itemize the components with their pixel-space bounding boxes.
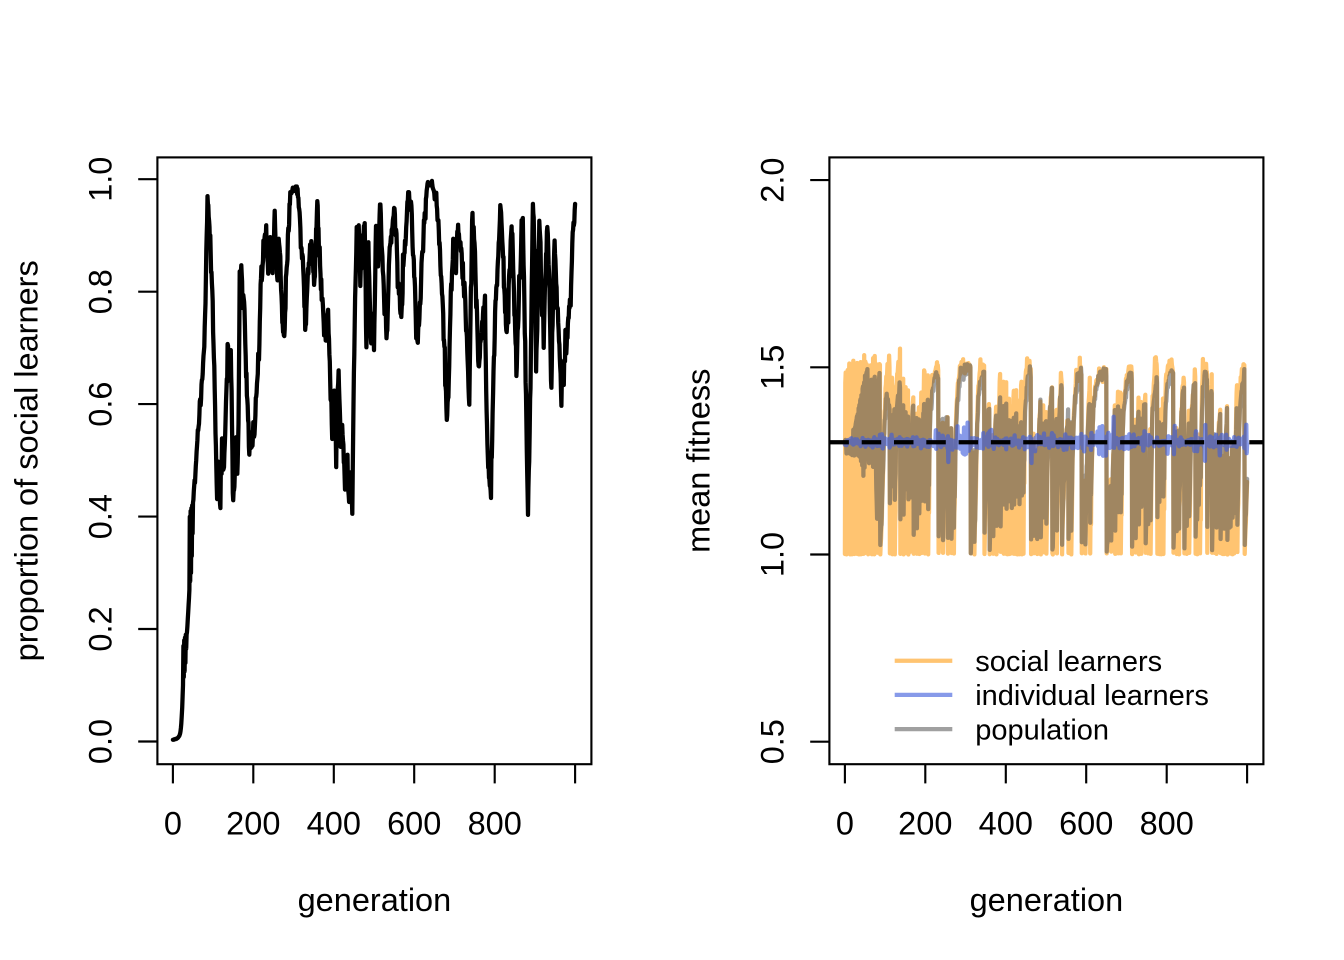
svg-text:600: 600 xyxy=(1059,806,1113,842)
svg-text:0: 0 xyxy=(836,806,854,842)
svg-text:800: 800 xyxy=(468,806,522,842)
svg-text:400: 400 xyxy=(979,806,1033,842)
svg-text:social learners: social learners xyxy=(975,646,1162,678)
svg-text:0: 0 xyxy=(164,806,182,842)
svg-text:1.5: 1.5 xyxy=(755,345,791,390)
svg-text:0.8: 0.8 xyxy=(83,269,119,314)
svg-text:0.2: 0.2 xyxy=(83,606,119,651)
svg-text:2.0: 2.0 xyxy=(755,158,791,203)
svg-text:generation: generation xyxy=(298,882,452,918)
svg-text:1.0: 1.0 xyxy=(83,157,119,202)
svg-text:individual learners: individual learners xyxy=(975,680,1209,712)
svg-text:generation: generation xyxy=(970,882,1124,918)
svg-text:0.5: 0.5 xyxy=(755,719,791,764)
svg-text:proportion of social learners: proportion of social learners xyxy=(9,260,45,661)
svg-text:0.6: 0.6 xyxy=(83,382,119,427)
svg-text:population: population xyxy=(975,714,1109,746)
svg-text:mean fitness: mean fitness xyxy=(681,369,717,553)
svg-text:0.0: 0.0 xyxy=(83,719,119,764)
svg-text:800: 800 xyxy=(1140,806,1194,842)
svg-text:200: 200 xyxy=(226,806,280,842)
svg-text:200: 200 xyxy=(898,806,952,842)
svg-text:1.0: 1.0 xyxy=(755,532,791,577)
svg-text:400: 400 xyxy=(307,806,361,842)
svg-text:0.4: 0.4 xyxy=(83,494,119,539)
svg-text:600: 600 xyxy=(387,806,441,842)
